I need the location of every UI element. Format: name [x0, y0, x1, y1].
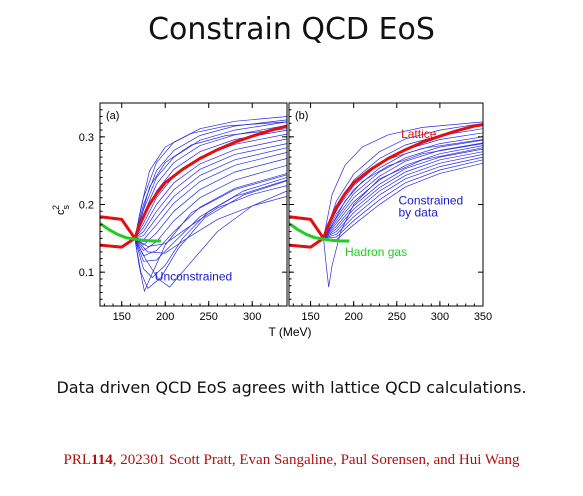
constrained-curve-10	[323, 156, 483, 239]
unconstrained-curve-7	[134, 143, 287, 239]
constrained-curve-11	[323, 159, 483, 239]
constrained-curve-0	[323, 122, 483, 239]
annotation: Unconstrained	[155, 269, 232, 283]
lattice-line-0	[322, 123, 483, 239]
constrained-curve-16	[323, 143, 483, 239]
unconstrained-curve-1	[134, 119, 287, 239]
constrained-curve-7	[323, 148, 483, 239]
unconstrained-curve-8	[134, 147, 287, 239]
unconstrained-curve-6	[134, 138, 287, 239]
constrained-curve-4	[323, 139, 483, 239]
x-tick-label: 250	[388, 311, 406, 323]
panel-label: (b)	[295, 110, 308, 122]
unconstrained-curve-20	[134, 121, 287, 239]
x-tick-label: 350	[474, 311, 492, 323]
constrained-curve-5	[323, 142, 483, 239]
citation-prefix: PRL	[63, 452, 92, 468]
slide-title: Constrain QCD EoS	[148, 12, 435, 47]
unconstrained-curve-19	[134, 185, 287, 247]
plot-area	[100, 116, 287, 293]
hadron-line-3	[100, 222, 161, 243]
unconstrained-curve-3	[134, 124, 287, 239]
unconstrained-curve-14	[134, 177, 287, 279]
annotation: by data	[399, 206, 439, 220]
y-axis-label-sub: s	[61, 205, 71, 210]
constrained-curve-13	[323, 121, 483, 239]
y-axis-label-base: c	[55, 209, 67, 215]
constrained-curve-15	[323, 147, 483, 288]
y-tick-label: 0.1	[79, 267, 94, 279]
lattice_low-line-1	[100, 215, 137, 240]
chart-figure: 150 200 250 3000.10.20.3(a)Unconstrained150…	[51, 102, 492, 339]
slide-caption: Data driven QCD EoS agrees with lattice …	[56, 378, 527, 397]
unconstrained-curve-0	[134, 116, 287, 239]
y-tick-label: 0.3	[79, 132, 94, 144]
lattice_low-line-2	[100, 237, 136, 249]
constrained-curve-6	[323, 145, 483, 239]
unconstrained-curve-15	[134, 180, 287, 289]
x-tick-label: 300	[243, 311, 261, 323]
unconstrained-curve-21	[134, 128, 287, 239]
citation-volume: 114	[91, 452, 113, 468]
unconstrained-curve-16	[134, 174, 287, 293]
lattice-line-0	[133, 124, 287, 239]
plot-area	[289, 121, 483, 288]
hadron-line-3	[289, 222, 350, 243]
panel-label: (a)	[106, 110, 119, 122]
unconstrained-curve-10	[134, 158, 287, 246]
unconstrained-curve-18	[134, 196, 287, 254]
y-axis-label: cs2	[51, 205, 71, 216]
panel-a: 150 200 250 300 0.1 0.2 0.3 (a) Unconstrained	[79, 102, 288, 323]
lattice_low-line-1	[289, 215, 325, 240]
y-tick-label: 0.2	[79, 200, 94, 212]
constrained-curve-9	[323, 154, 483, 239]
x-tick-label: 150	[301, 311, 319, 323]
x-tick-label: 200	[344, 311, 362, 323]
x-tick-label: 200	[156, 311, 174, 323]
unconstrained-curve-11	[134, 164, 287, 251]
x-tick-label: 300	[431, 311, 449, 323]
citation-rest: , 202301 Scott Pratt, Evan Sangaline, Pa…	[112, 452, 520, 468]
annotation: Lattice	[401, 127, 437, 141]
unconstrained-curve-5	[134, 133, 287, 239]
x-axis-label: T (MeV)	[268, 325, 311, 339]
annotation: Hadron gas	[345, 245, 407, 259]
chart-panels: 150 200 250 3000.10.20.3(a)Unconstrained150…	[79, 102, 492, 323]
constrained-curve-3	[323, 136, 483, 239]
constrained-curve-8	[323, 151, 483, 239]
x-tick-label: 150	[113, 311, 131, 323]
y-axis-label-sup: 2	[51, 205, 61, 210]
x-tick-label: 250	[200, 311, 218, 323]
annotation: Constrained	[399, 194, 464, 208]
lattice_low-line-2	[289, 237, 325, 249]
constrained-curve-2	[323, 132, 483, 239]
unconstrained-curve-17	[134, 190, 287, 288]
unconstrained-curve-12	[134, 173, 287, 257]
citation: PRL114, 202301 Scott Pratt, Evan Sangali…	[0, 452, 583, 469]
